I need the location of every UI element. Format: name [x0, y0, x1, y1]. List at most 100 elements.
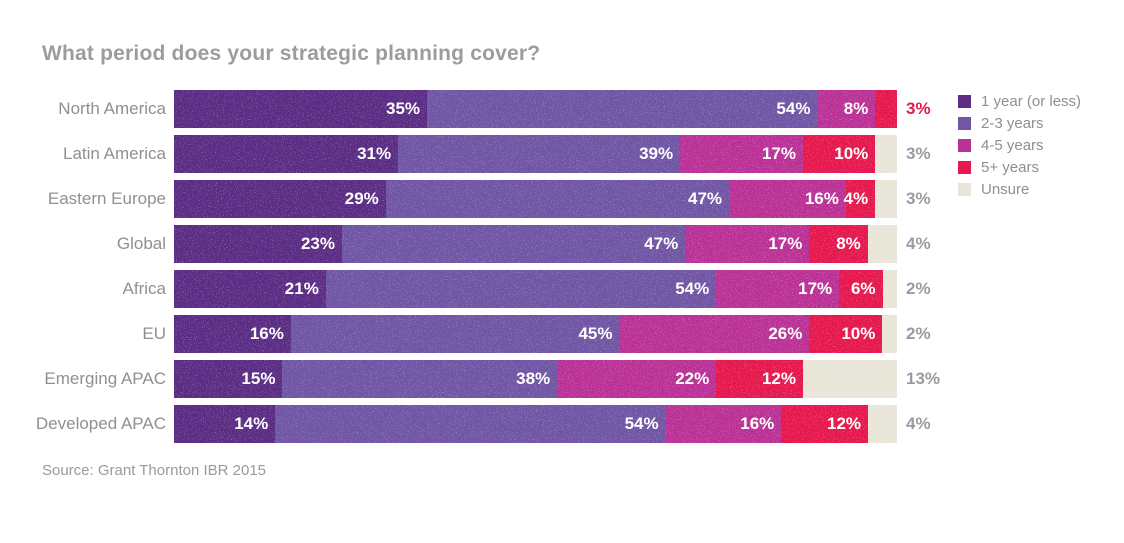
legend-swatch-icon	[958, 116, 971, 130]
segment-value-label: 6%	[850, 279, 876, 298]
segment-value-label: 31%	[357, 144, 392, 163]
bar-segment-unsure	[867, 225, 897, 263]
bar-segment-5_plus_years: 6%	[839, 270, 883, 308]
segment-value-label: 26%	[768, 324, 803, 343]
row-end-label: 2%	[906, 324, 931, 343]
bar-segment-4_5_years: 17%	[685, 225, 810, 263]
segment-value-label: 10%	[841, 324, 876, 343]
bar-track: 14% 54% 16% 12%	[174, 405, 897, 443]
bar-track: 31% 39% 17% 10%	[174, 135, 897, 173]
row-category-label: EU	[142, 324, 166, 343]
row-end-label: 3%	[906, 144, 931, 163]
bar-segment-5_plus_years	[875, 90, 897, 128]
segment-value-label: 4%	[843, 189, 869, 208]
bar-segment-2_3_years: 54%	[275, 405, 666, 443]
legend-item-unsure: Unsure	[958, 178, 1081, 200]
row-end-label: 13%	[906, 369, 941, 388]
bar-row: EU 16% 45% 26% 10% 2%	[0, 315, 1000, 353]
bar-segment-2_3_years: 47%	[385, 180, 730, 218]
segment-value-label: 12%	[761, 369, 796, 388]
legend-item-4_5_years: 4-5 years	[958, 134, 1081, 156]
row-end-label: 4%	[906, 234, 931, 253]
row-category-label: Global	[116, 234, 166, 253]
bar-track: 16% 45% 26% 10%	[174, 315, 897, 353]
segment-value-label: 21%	[284, 279, 319, 298]
legend-item-2_3_years: 2-3 years	[958, 112, 1081, 134]
bar-segment-5_plus_years: 10%	[809, 315, 883, 353]
bar-track: 15% 38% 22% 12%	[174, 360, 897, 398]
segment-value-label: 8%	[843, 99, 869, 118]
segment-value-label: 8%	[836, 234, 861, 253]
bar-segment-5_plus_years: 12%	[716, 360, 803, 398]
segment-value-label: 15%	[241, 369, 276, 388]
segment-value-label: 17%	[761, 144, 796, 163]
bar-track: 23% 47% 17% 8%	[174, 225, 897, 263]
bar-segment-unsure	[802, 360, 897, 398]
bar-segment-4_5_years: 16%	[665, 405, 782, 443]
row-category-label: Eastern Europe	[47, 189, 166, 208]
bar-segment-5_plus_years: 12%	[781, 405, 869, 443]
bar-segment-4_5_years: 22%	[557, 360, 717, 398]
legend-swatch-icon	[958, 138, 971, 152]
bar-row: Africa 21% 54% 17% 6% 2%	[0, 270, 1000, 308]
row-category-label: Africa	[122, 279, 166, 298]
legend-item-1_year_or_less: 1 year (or less)	[958, 90, 1081, 112]
legend-swatch-icon	[958, 182, 971, 196]
bar-segment-4_5_years: 16%	[729, 180, 846, 218]
segment-value-label: 14%	[234, 414, 269, 433]
bar-segment-4_5_years: 8%	[817, 90, 876, 128]
bar-segment-2_3_years: 54%	[325, 270, 717, 308]
legend-label: 4-5 years	[981, 136, 1044, 154]
row-category-label: Emerging APAC	[44, 369, 166, 388]
bar-segment-1_year_or_less: 15%	[174, 360, 283, 398]
bar-row: North America 35% 54% 8% 3%	[0, 90, 1000, 128]
bar-segment-1_year_or_less: 35%	[174, 90, 428, 128]
bar-segment-2_3_years: 54%	[427, 90, 818, 128]
row-end-label: 4%	[906, 414, 931, 433]
segment-value-label: 22%	[675, 369, 710, 388]
chart-legend: 1 year (or less) 2-3 years 4-5 years 5+ yea…	[958, 90, 1081, 200]
segment-value-label: 12%	[827, 414, 862, 433]
bar-segment-4_5_years: 17%	[680, 135, 803, 173]
legend-swatch-icon	[958, 160, 971, 174]
bar-track: 35% 54% 8%	[174, 90, 897, 128]
segment-value-label: 39%	[639, 144, 674, 163]
segment-value-label: 54%	[675, 279, 710, 298]
segment-value-label: 35%	[386, 99, 421, 118]
row-end-label: 3%	[906, 189, 931, 208]
bar-segment-1_year_or_less: 23%	[174, 225, 342, 263]
bar-segment-1_year_or_less: 14%	[174, 405, 276, 443]
bar-track: 29% 47% 16% 4%	[174, 180, 897, 218]
legend-label: 5+ years	[981, 158, 1039, 176]
row-end-label: 3%	[906, 99, 931, 118]
bar-segment-2_3_years: 45%	[290, 315, 620, 353]
bar-row: Developed APAC 14% 54% 16% 12% 4%	[0, 405, 1000, 443]
bar-segment-5_plus_years: 8%	[809, 225, 868, 263]
segment-value-label: 47%	[687, 189, 723, 208]
legend-label: 2-3 years	[981, 114, 1044, 132]
segment-value-label: 23%	[300, 234, 335, 253]
bar-segment-5_plus_years: 4%	[843, 180, 876, 218]
bar-segment-unsure	[882, 315, 897, 353]
bar-segment-unsure	[875, 180, 897, 218]
segment-value-label: 16%	[804, 189, 839, 208]
bar-segment-5_plus_years: 10%	[803, 135, 876, 173]
row-end-label: 2%	[906, 279, 931, 298]
segment-value-label: 10%	[834, 144, 869, 163]
bar-segment-4_5_years: 17%	[716, 270, 840, 308]
bar-segment-unsure	[868, 405, 897, 443]
bar-row: Emerging APAC 15% 38% 22% 12% 13%	[0, 360, 1000, 398]
bar-segment-1_year_or_less: 16%	[174, 315, 291, 353]
segment-value-label: 47%	[644, 234, 679, 253]
row-category-label: Developed APAC	[35, 414, 166, 433]
bar-row: Global 23% 47% 17% 8% 4%	[0, 225, 1000, 263]
row-category-label: Latin America	[63, 144, 166, 163]
bar-segment-unsure	[875, 135, 897, 173]
segment-value-label: 16%	[249, 324, 284, 343]
segment-value-label: 16%	[740, 414, 775, 433]
bar-row: Latin America 31% 39% 17% 10% 3%	[0, 135, 1000, 173]
row-category-label: North America	[58, 99, 166, 118]
legend-label: Unsure	[981, 180, 1030, 198]
bar-track: 21% 54% 17% 6%	[174, 270, 897, 308]
